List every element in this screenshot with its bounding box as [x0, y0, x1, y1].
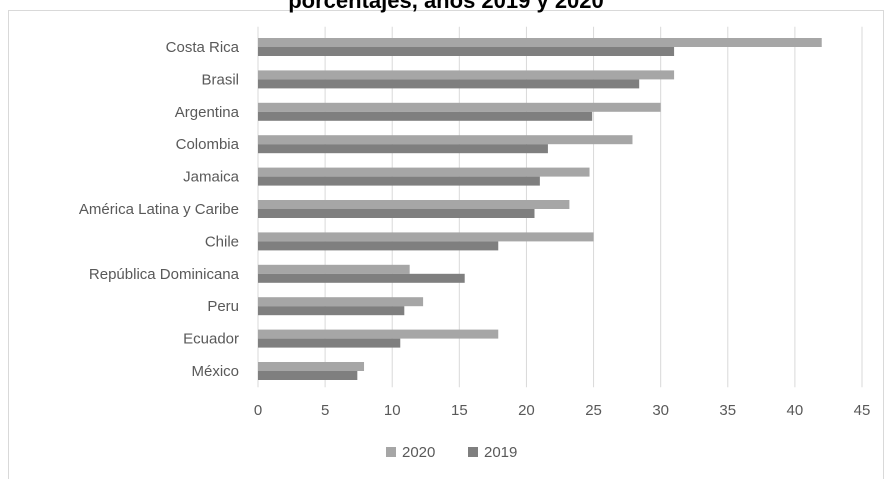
- bar-2020: [258, 329, 499, 339]
- category-label: Chile: [205, 233, 239, 250]
- category-label: Costa Rica: [166, 39, 240, 56]
- legend-swatch-2019: [468, 447, 478, 457]
- bar-2020: [258, 38, 822, 47]
- bar-2019: [258, 144, 548, 154]
- bar-2020: [258, 200, 570, 209]
- category-label: Jamaica: [183, 169, 240, 186]
- x-tick-label: 40: [787, 402, 804, 419]
- bar-2019: [258, 241, 499, 251]
- x-axis-ticks: 0 5 10 15 20 25 30 35 40 45: [254, 402, 871, 419]
- bar-2019: [258, 176, 540, 186]
- x-tick-label: 0: [254, 402, 262, 419]
- bar-2020: [258, 70, 675, 80]
- x-tick-label: 10: [384, 402, 401, 419]
- chart-title: porcentajes, años 2019 y 2020: [288, 0, 604, 13]
- bars-layer: [258, 38, 822, 380]
- bar-2020: [258, 167, 590, 177]
- bar-2019: [258, 371, 358, 380]
- bar-2020: [258, 264, 410, 274]
- category-label: Peru: [207, 298, 239, 315]
- chart-frame: [8, 10, 884, 479]
- category-label: Argentina: [175, 104, 240, 121]
- category-label: Ecuador: [183, 331, 239, 348]
- category-label: América Latina y Caribe: [79, 201, 239, 218]
- bar-2020: [258, 135, 633, 145]
- bar-2019: [258, 273, 465, 283]
- x-tick-label: 20: [518, 402, 535, 419]
- bar-2019: [258, 111, 593, 121]
- category-label: Brasil: [201, 71, 239, 88]
- x-tick-label: 25: [585, 402, 602, 419]
- bar-2019: [258, 209, 535, 218]
- legend-label-2020: 2020: [402, 444, 435, 461]
- x-tick-label: 45: [854, 402, 871, 419]
- x-tick-label: 30: [652, 402, 669, 419]
- legend-label-2019: 2019: [484, 444, 517, 461]
- category-label: República Dominicana: [89, 266, 240, 283]
- x-tick-label: 15: [451, 402, 468, 419]
- bar-2020: [258, 102, 661, 112]
- x-tick-label: 5: [321, 402, 329, 419]
- bar-2019: [258, 79, 640, 89]
- legend: 2020 2019: [386, 444, 517, 461]
- bar-2019: [258, 306, 405, 316]
- bar-2020: [258, 297, 424, 307]
- bar-2019: [258, 47, 675, 56]
- bar-2020: [258, 232, 594, 242]
- category-labels: Costa Rica Brasil Argentina Colombia Jamaica…: [79, 39, 240, 380]
- bar-2020: [258, 362, 365, 371]
- category-label: Colombia: [176, 136, 240, 153]
- category-label: México: [191, 363, 239, 380]
- x-tick-label: 35: [719, 402, 736, 419]
- bar-2019: [258, 338, 401, 348]
- legend-swatch-2020: [386, 447, 396, 457]
